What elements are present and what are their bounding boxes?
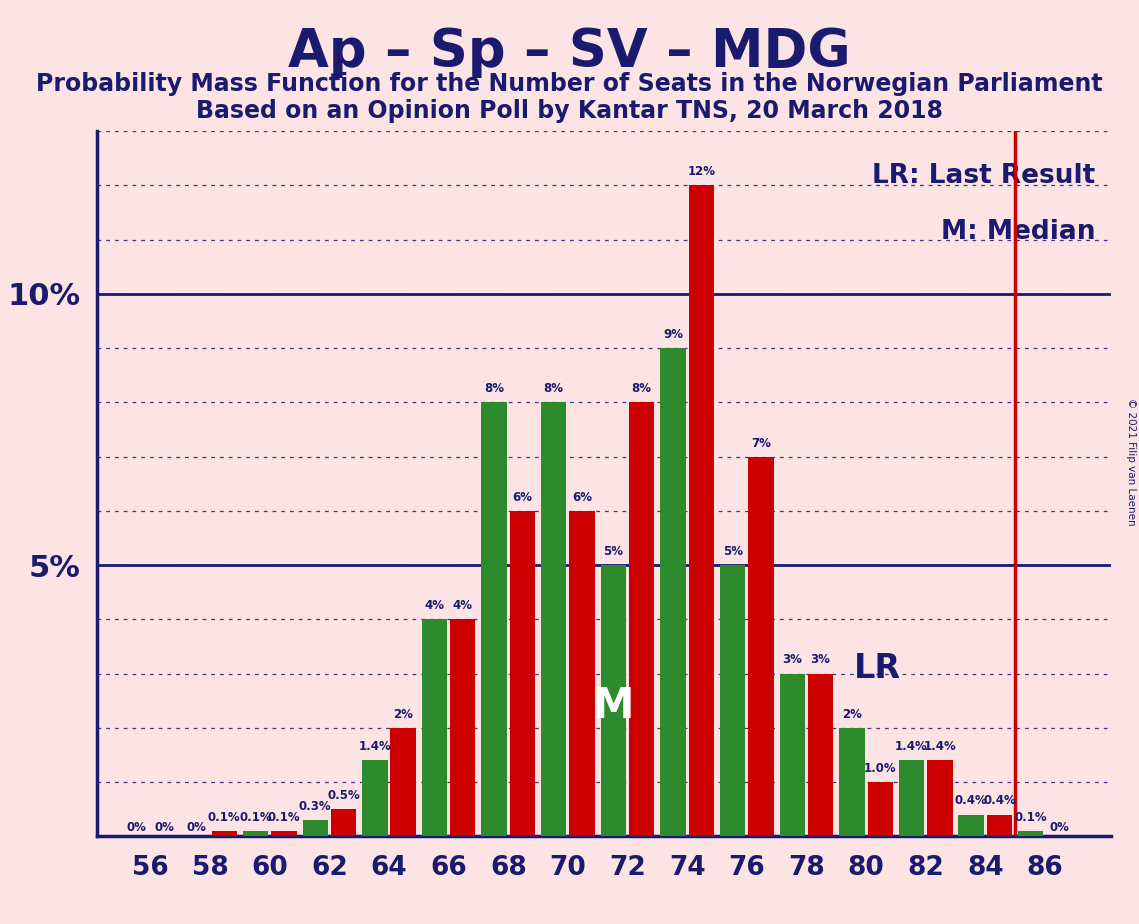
Bar	[482, 402, 507, 836]
Text: 2%: 2%	[842, 708, 862, 721]
Text: 0%: 0%	[186, 821, 206, 833]
Bar	[629, 402, 654, 836]
Text: 0.1%: 0.1%	[1015, 810, 1047, 824]
Text: 4%: 4%	[453, 600, 473, 613]
Bar	[510, 511, 535, 836]
Bar	[330, 809, 357, 836]
Text: 0.3%: 0.3%	[298, 800, 331, 813]
Bar	[391, 728, 416, 836]
Bar	[748, 456, 773, 836]
Text: 0.1%: 0.1%	[239, 810, 272, 824]
Text: 12%: 12%	[687, 165, 715, 178]
Text: 0.4%: 0.4%	[954, 795, 988, 808]
Text: 0.1%: 0.1%	[268, 810, 301, 824]
Text: 9%: 9%	[663, 328, 683, 341]
Bar	[839, 728, 865, 836]
Text: 3%: 3%	[782, 653, 802, 666]
Bar	[271, 831, 296, 836]
Text: 8%: 8%	[484, 383, 505, 395]
Bar	[779, 674, 805, 836]
Bar	[541, 402, 566, 836]
Bar	[362, 760, 387, 836]
Text: 0.1%: 0.1%	[208, 810, 240, 824]
Text: 6%: 6%	[513, 491, 532, 504]
Bar	[720, 565, 745, 836]
Text: 0%: 0%	[1049, 821, 1070, 833]
Text: Based on an Opinion Poll by Kantar TNS, 20 March 2018: Based on an Opinion Poll by Kantar TNS, …	[196, 99, 943, 123]
Bar	[303, 820, 328, 836]
Text: 2%: 2%	[393, 708, 413, 721]
Text: 1.0%: 1.0%	[863, 762, 896, 775]
Bar	[421, 619, 448, 836]
Text: 7%: 7%	[751, 436, 771, 450]
Text: 0.4%: 0.4%	[983, 795, 1016, 808]
Text: 1.4%: 1.4%	[895, 740, 928, 753]
Bar	[986, 815, 1013, 836]
Text: 8%: 8%	[632, 383, 652, 395]
Text: 1.4%: 1.4%	[359, 740, 391, 753]
Bar	[243, 831, 269, 836]
Text: © 2021 Filip van Laenen: © 2021 Filip van Laenen	[1125, 398, 1136, 526]
Bar	[450, 619, 475, 836]
Text: 6%: 6%	[572, 491, 592, 504]
Bar	[927, 760, 952, 836]
Bar	[1018, 831, 1043, 836]
Text: M: M	[592, 685, 634, 727]
Bar	[959, 815, 984, 836]
Text: 4%: 4%	[425, 600, 444, 613]
Text: 0%: 0%	[126, 821, 146, 833]
Bar	[899, 760, 924, 836]
Text: Probability Mass Function for the Number of Seats in the Norwegian Parliament: Probability Mass Function for the Number…	[36, 72, 1103, 96]
Bar	[570, 511, 595, 836]
Text: 1.4%: 1.4%	[924, 740, 957, 753]
Text: 3%: 3%	[811, 653, 830, 666]
Text: 0%: 0%	[155, 821, 174, 833]
Bar	[212, 831, 237, 836]
Bar	[808, 674, 834, 836]
Text: 0.5%: 0.5%	[327, 789, 360, 802]
Bar	[661, 348, 686, 836]
Text: 5%: 5%	[722, 545, 743, 558]
Text: 8%: 8%	[543, 383, 564, 395]
Bar	[689, 186, 714, 836]
Text: M: Median: M: Median	[941, 219, 1096, 246]
Text: 5%: 5%	[604, 545, 623, 558]
Text: Ap – Sp – SV – MDG: Ap – Sp – SV – MDG	[288, 26, 851, 78]
Text: LR: Last Result: LR: Last Result	[872, 163, 1096, 188]
Bar	[600, 565, 626, 836]
Bar	[868, 782, 893, 836]
Text: LR: LR	[854, 651, 901, 685]
